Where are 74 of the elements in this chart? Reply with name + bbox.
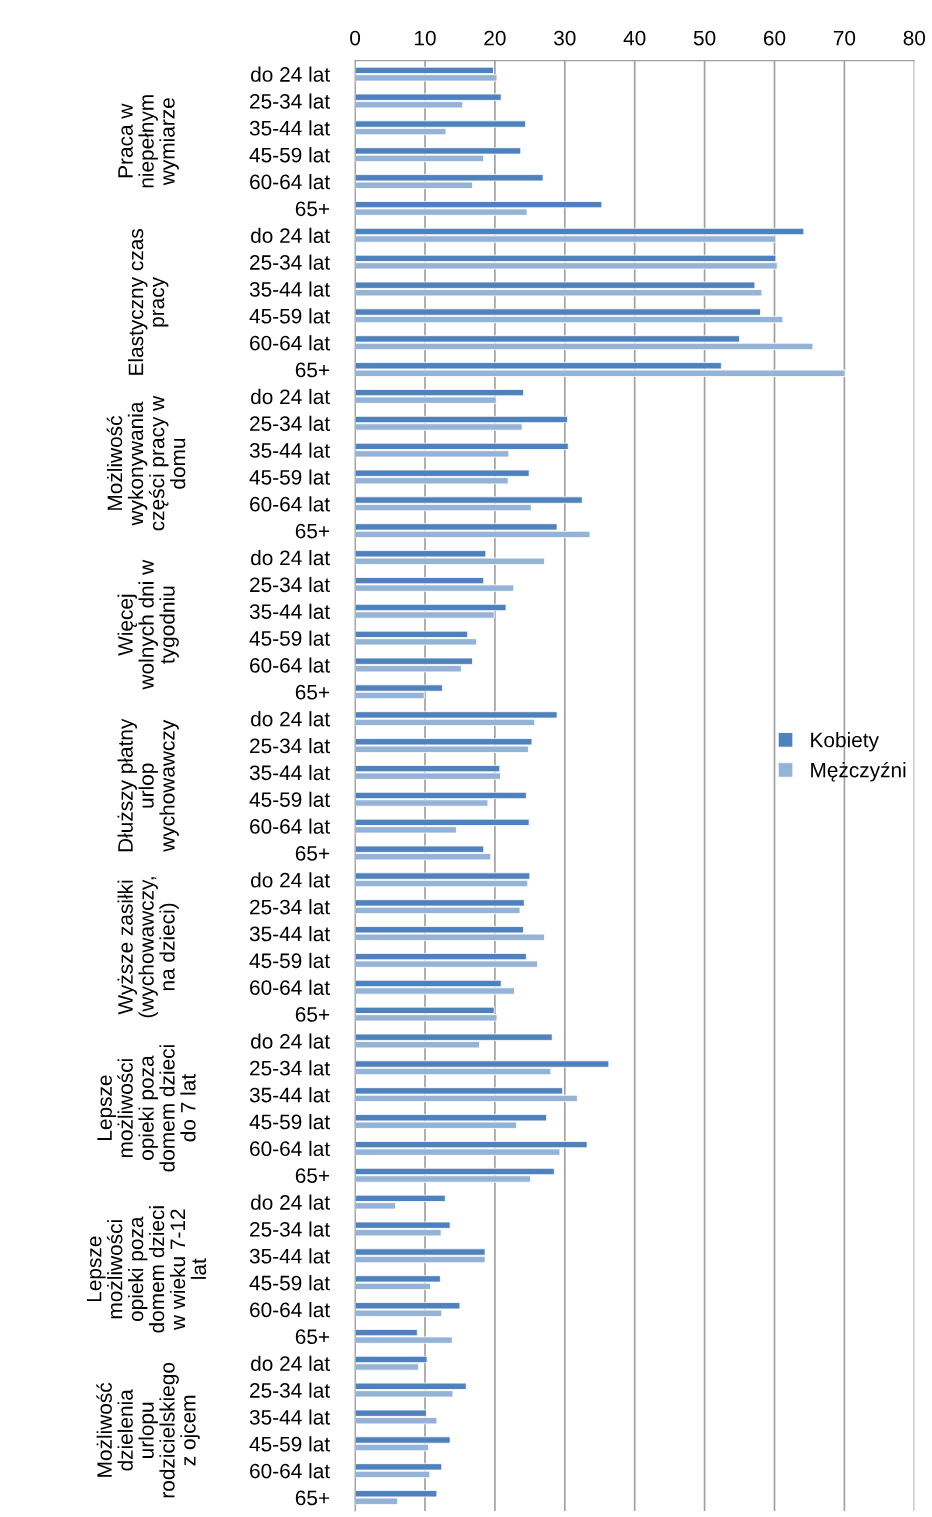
y-tick-label: 65+ — [295, 1329, 330, 1345]
y-tick-label: 65+ — [295, 1168, 330, 1183]
y-tick-label: 25-34 lat — [250, 93, 330, 109]
y-tick-label: 60-64 lat — [250, 979, 330, 995]
y-tick-label: do 24 lat — [251, 227, 330, 243]
y-tick-label: 45-59 lat — [249, 952, 330, 969]
y-tick-label: 65+ — [295, 845, 330, 861]
text: Więcej wolnych dni w tygodniu — [117, 559, 179, 690]
legend-label: Mężczyźni — [811, 761, 906, 782]
y-tick-label: 25-34 lat — [250, 737, 330, 754]
y-tick-label: 35-44 lat — [249, 1409, 330, 1425]
text: Możliwość dzielenia urlopu rodzicielskiego z ojcem — [96, 1362, 200, 1498]
text: Dłuższy płatny urlop wychowawczy — [117, 718, 179, 852]
y-tick-label: 35-44 lat — [249, 603, 330, 619]
text: Możliwość wykonywania części pracy w domu — [106, 395, 186, 531]
y-tick-label: do 24 lat — [251, 1355, 330, 1371]
y-tick-label: 65+ — [295, 523, 330, 539]
y-tick-label: 65+ — [295, 201, 330, 217]
y-tick-label: 65+ — [295, 1007, 330, 1022]
y-tick-label: 25-34 lat — [250, 1060, 330, 1076]
y-tick-label: 45-59 lat — [249, 308, 330, 324]
legend-label: Kobiety — [811, 732, 879, 752]
y-tick-label: 35-44 lat — [249, 1087, 330, 1103]
y-tick-label: 25-34 lat — [250, 899, 330, 915]
y-tick-label: do 24 lat — [251, 1033, 330, 1049]
y-tick-label: 45-59 lat — [249, 791, 330, 807]
x-tick-label: 10 — [415, 30, 436, 46]
text: Lepsze możliwości opieki poza domem dzieci w wieku 7-12 lat — [86, 1206, 207, 1333]
text: Elastyczny czas pracy — [128, 229, 169, 375]
y-tick-label: 35-44 lat — [249, 925, 330, 942]
x-tick-label: 30 — [554, 30, 576, 46]
y-tick-label: do 24 lat — [251, 1194, 330, 1210]
y-tick-label: 35-44 lat — [249, 120, 330, 136]
y-tick-label: do 24 lat — [251, 388, 330, 405]
y-tick-label: do 24 lat — [251, 66, 330, 82]
y-tick-label: do 24 lat — [251, 872, 330, 888]
y-tick-label: 35-44 lat — [249, 1248, 330, 1264]
y-tick-label: 65+ — [295, 362, 330, 378]
y-tick-label: do 24 lat — [251, 711, 330, 727]
y-tick-label: 45-59 lat — [249, 1275, 330, 1291]
y-tick-label: 65+ — [295, 684, 330, 700]
y-tick-label: 60-64 lat — [250, 1140, 330, 1157]
y-tick-label: 60-64 lat — [250, 657, 330, 673]
text: Wyższe zasiłki (wychowawczy, na dzieci) — [117, 877, 179, 1018]
y-tick-label: 25-34 lat — [250, 1382, 330, 1398]
x-tick-label: 20 — [484, 30, 506, 46]
y-tick-label: 60-64 lat — [250, 173, 330, 190]
y-tick-label: 45-59 lat — [249, 630, 330, 646]
y-tick-label: 25-34 lat — [250, 415, 330, 431]
y-tick-label: 25-34 lat — [250, 254, 330, 270]
x-tick-label: 50 — [693, 30, 716, 46]
y-tick-label: 60-64 lat — [250, 1463, 330, 1479]
x-tick-label: 60 — [763, 30, 786, 46]
y-tick-label: 45-59 lat — [249, 1113, 330, 1130]
y-tick-label: 25-34 lat — [250, 576, 330, 593]
y-tick-label: 25-34 lat — [250, 1221, 330, 1237]
y-tick-label: 60-64 lat — [250, 335, 330, 351]
x-tick-label: 0 — [350, 30, 361, 46]
y-tick-label: 45-59 lat — [249, 147, 330, 163]
text: Lepsze możliwości opieki poza domem dzieci do 7 lat — [97, 1045, 196, 1172]
y-tick-label: 60-64 lat — [250, 496, 330, 512]
y-tick-label: 35-44 lat — [249, 281, 330, 297]
x-tick-label: 40 — [623, 30, 646, 46]
y-tick-label: 35-44 lat — [249, 442, 330, 458]
y-tick-label: 65+ — [295, 1490, 330, 1506]
x-tick-label: 70 — [833, 30, 856, 46]
text: Praca w niepełnym wymiarze — [118, 95, 179, 188]
y-tick-label: 60-64 lat — [250, 818, 330, 834]
y-tick-label: do 24 lat — [251, 549, 330, 566]
x-tick-label: 80 — [903, 30, 926, 46]
y-tick-label: 45-59 lat — [249, 469, 330, 485]
y-tick-label: 35-44 lat — [249, 764, 330, 781]
y-tick-label: 60-64 lat — [250, 1301, 330, 1318]
y-tick-label: 45-59 lat — [249, 1436, 330, 1452]
